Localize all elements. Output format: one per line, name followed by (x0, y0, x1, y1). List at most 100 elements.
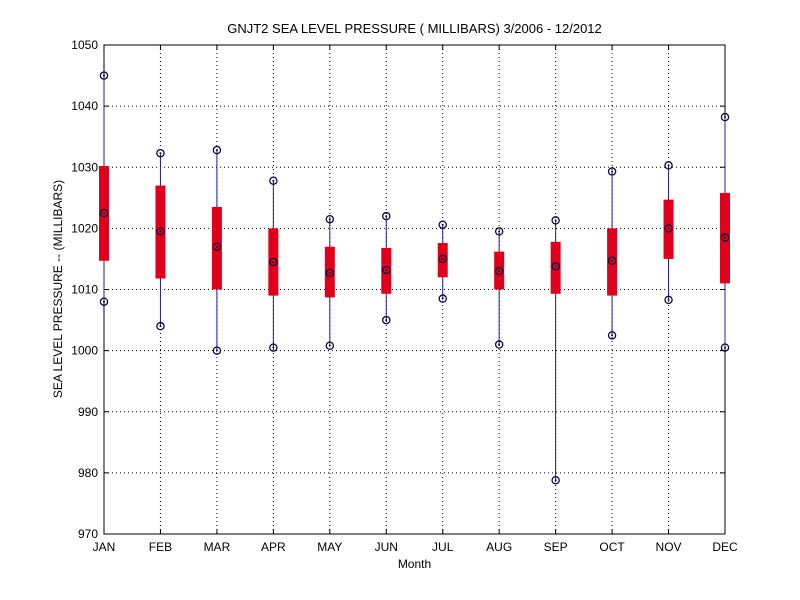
iqr-box (550, 241, 561, 294)
max-marker-dot (103, 74, 105, 77)
median-marker-dot (385, 268, 388, 271)
max-marker (99, 71, 109, 80)
box-mar (211, 145, 222, 355)
box-may (324, 214, 335, 350)
median-marker-dot (441, 257, 444, 260)
box-nov (663, 161, 674, 305)
max-marker-dot (498, 230, 501, 233)
max-marker-dot (328, 218, 331, 221)
median-marker (325, 268, 335, 278)
median-marker-dot (272, 260, 275, 263)
x-tick-label: JUN (375, 540, 398, 554)
x-tick-labels: JAN FEB MAR APR MAY JUN JUL AUG SEP OCT NOV DEC (93, 540, 738, 554)
min-marker (494, 340, 504, 349)
max-marker (720, 112, 730, 122)
median-marker (551, 262, 560, 271)
x-tick-label: JUL (432, 540, 454, 554)
y-tick-label: 1050 (71, 38, 98, 52)
box-feb (155, 148, 166, 331)
x-tick-label: MAY (317, 540, 342, 554)
min-marker (720, 343, 730, 352)
x-tick-label: AUG (486, 540, 512, 554)
box-jan (99, 71, 109, 306)
max-marker-dot (611, 170, 614, 173)
median-marker-dot (215, 245, 218, 248)
y-tick-label: 980 (78, 466, 98, 480)
min-marker (438, 294, 447, 303)
plot-area (103, 44, 726, 535)
box-aug (494, 227, 505, 349)
y-tick-label: 990 (78, 405, 98, 419)
box-jul (437, 220, 448, 303)
median-marker (99, 208, 109, 218)
x-tick-label: OCT (599, 540, 625, 554)
min-marker (382, 315, 391, 325)
max-marker-dot (272, 179, 275, 182)
y-tick-label: 1020 (71, 221, 98, 235)
max-marker (156, 148, 165, 158)
median-marker (494, 266, 504, 276)
min-marker-dot (159, 325, 162, 328)
min-marker-dot (385, 319, 388, 322)
x-tick-label: SEP (544, 540, 568, 554)
y-axis-label: SEA LEVEL PRESSURE -- (MILLIBARS) (51, 180, 65, 398)
min-marker (269, 343, 278, 352)
axis-ticks (103, 44, 726, 535)
max-marker (325, 214, 335, 224)
min-marker (607, 331, 617, 340)
median-marker-dot (159, 230, 162, 233)
x-axis-label: Month (398, 557, 431, 571)
max-marker (494, 227, 504, 236)
y-tick-labels: 970 980 990 1000 1010 1020 1030 1040 1050 (71, 38, 98, 541)
box-apr (268, 176, 279, 352)
y-tick-label: 1040 (71, 99, 98, 113)
box-dec (720, 112, 730, 352)
max-marker (269, 176, 278, 185)
median-marker-dot (103, 212, 105, 215)
min-marker-dot (103, 300, 105, 303)
iqr-box (437, 243, 448, 278)
x-tick-label: JAN (93, 540, 116, 554)
min-marker-dot (441, 297, 444, 300)
median-marker-dot (667, 227, 670, 230)
iqr-box (211, 206, 222, 290)
min-marker-dot (554, 479, 557, 482)
min-marker (325, 341, 335, 350)
median-marker (720, 233, 730, 242)
x-tick-label: DEC (712, 540, 738, 554)
min-marker-dot (498, 343, 501, 346)
max-marker (212, 145, 222, 155)
max-marker (382, 211, 391, 221)
median-marker-dot (328, 271, 331, 274)
min-marker-dot (667, 298, 670, 301)
median-marker (664, 224, 673, 233)
min-marker-dot (724, 346, 726, 349)
min-marker (551, 475, 560, 485)
y-tick-label: 1030 (71, 160, 98, 174)
median-marker (438, 254, 447, 264)
median-marker-dot (724, 236, 726, 239)
max-marker (607, 167, 617, 176)
y-tick-label: 1000 (71, 344, 98, 358)
boxes (99, 71, 730, 485)
x-tick-label: FEB (149, 540, 172, 554)
x-tick-label: MAR (204, 540, 231, 554)
median-marker (382, 265, 391, 275)
min-marker-dot (611, 334, 614, 337)
max-marker-dot (385, 215, 388, 218)
min-marker (212, 346, 222, 355)
box-sep (550, 216, 561, 485)
max-marker-dot (554, 219, 557, 222)
max-marker (551, 216, 560, 225)
x-tick-label: APR (261, 540, 286, 554)
chart-title: GNJT2 SEA LEVEL PRESSURE ( MILLIBARS) 3/… (227, 21, 602, 36)
median-marker-dot (554, 265, 557, 268)
min-marker (664, 295, 673, 305)
box-oct (607, 167, 618, 340)
x-tick-label: NOV (656, 540, 682, 554)
grid (104, 45, 725, 534)
y-tick-label: 970 (78, 527, 98, 541)
median-marker-dot (611, 259, 614, 262)
max-marker (664, 161, 673, 170)
